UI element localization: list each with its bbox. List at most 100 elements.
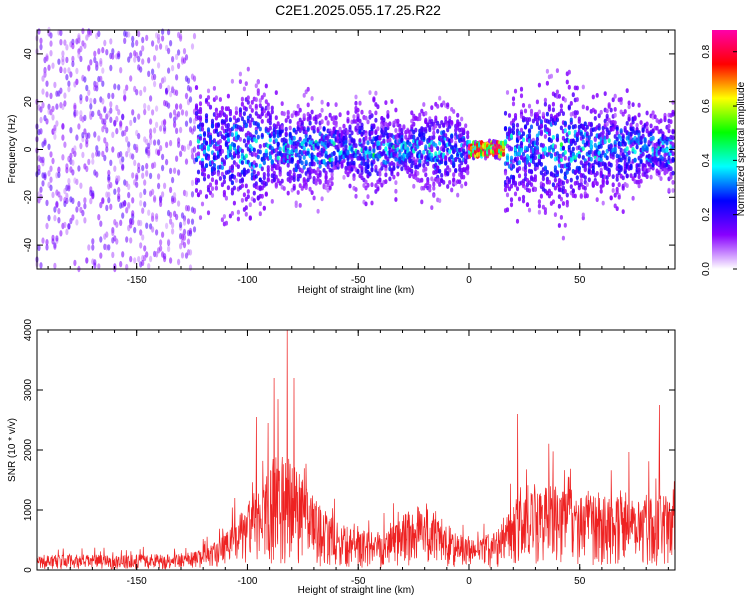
spectrogram-cell — [131, 210, 135, 217]
spectrogram-cell — [539, 162, 544, 167]
spectrogram-cell — [625, 173, 629, 179]
spectrogram-cell — [434, 143, 438, 148]
spectrogram-cell — [503, 125, 508, 131]
spectrogram-cell — [442, 147, 446, 153]
spectrogram-cell — [613, 192, 617, 198]
spectrogram-cell — [202, 132, 207, 138]
spectrogram-cell — [561, 201, 566, 206]
spectrogram-cell — [264, 192, 268, 197]
spectrogram-cell — [454, 168, 458, 173]
spectrogram-cell — [63, 39, 67, 46]
spectrogram-cell — [240, 127, 244, 132]
spectrogram-cell — [346, 130, 350, 135]
spectrogram-cell — [236, 117, 240, 123]
spectrogram-cell — [258, 98, 262, 103]
spectrogram-cell — [244, 106, 248, 112]
spectrogram-cell — [200, 122, 205, 128]
spectrogram-cell — [276, 141, 280, 147]
spectrogram-cell — [177, 111, 181, 118]
spectrogram-cell — [565, 79, 569, 85]
spectrogram-cell — [169, 139, 173, 147]
spectrogram-cell — [603, 91, 607, 96]
spectrogram-cell — [188, 117, 193, 124]
spectrogram-cell — [268, 120, 272, 126]
spectrogram-cell — [143, 188, 147, 195]
spectrogram-cell — [95, 145, 99, 152]
spectrogram-cell — [641, 127, 645, 133]
spectrogram-cell — [284, 126, 288, 132]
spectrogram-cell — [300, 120, 304, 126]
spectrogram-cell — [266, 165, 270, 170]
spectrogram-cell — [505, 90, 510, 95]
spectrogram-cell — [509, 197, 514, 203]
spectrogram-cell — [432, 130, 436, 136]
spectrogram-cell — [302, 145, 306, 151]
spectrogram-cell — [362, 140, 366, 145]
spectrogram-cell — [633, 149, 637, 155]
spectrogram-cell — [206, 127, 211, 133]
spectrogram-cell — [454, 143, 458, 149]
spectrogram-cell — [69, 127, 73, 134]
spectrogram-cell — [77, 200, 81, 208]
spectrogram-cell — [410, 152, 414, 158]
colorbar-ticks: 0.0 0.2 0.4 0.6 0.8 — [701, 44, 737, 276]
spectrogram-cell — [218, 144, 222, 150]
spectrogram-cell — [65, 163, 69, 170]
spectrogram-cell — [182, 145, 187, 152]
spectrogram-cell — [458, 163, 462, 169]
spectrogram-cell — [270, 109, 274, 115]
spectrogram-cell — [585, 124, 589, 130]
spectrogram-cell — [304, 133, 308, 139]
spectrogram-cell — [569, 101, 573, 106]
spectrogram-cell — [180, 109, 185, 116]
spectrogram-cell — [374, 129, 378, 135]
spectrogram-cell — [139, 50, 143, 57]
spectrogram-cell — [177, 169, 181, 176]
spectrogram-cell — [47, 170, 51, 177]
spectrogram-cell — [266, 105, 270, 111]
spectrogram-cell — [244, 123, 248, 129]
spectrogram-cell — [543, 146, 548, 152]
spectrogram-cell — [45, 244, 49, 251]
spectrogram-cell — [426, 122, 430, 127]
spectrogram-cell — [95, 171, 99, 178]
spectrogram-cell — [314, 119, 318, 125]
spectrogram-cell — [262, 108, 266, 114]
spectrogram-cell — [533, 177, 538, 183]
spectrogram-cell — [179, 150, 183, 157]
spectrogram-cell — [667, 155, 671, 161]
spectrogram-cell — [521, 194, 526, 200]
spectrogram-cell — [318, 170, 322, 176]
spectrogram-cell — [611, 174, 615, 180]
spectrogram-cell — [555, 89, 560, 95]
spectrogram-cell — [519, 140, 524, 146]
spectrogram-cell — [669, 119, 673, 125]
spectrogram-cell — [57, 191, 61, 198]
spectrogram-cell — [364, 146, 368, 151]
spectrogram-cell — [651, 135, 655, 141]
spectrogram-cell — [601, 200, 605, 206]
spectrogram-cell — [563, 97, 567, 103]
spectrogram-cell — [238, 79, 242, 84]
spectrogram-cell — [312, 128, 316, 134]
spectrogram-cell — [67, 85, 71, 93]
spectrogram-cell — [342, 123, 346, 129]
spectrogram-cell — [394, 197, 398, 202]
spectrogram-cell — [238, 137, 242, 142]
spectrogram-cell — [302, 93, 306, 98]
spectrogram-cell — [53, 206, 57, 213]
spectrogram-cell — [175, 53, 179, 60]
spectrogram-cell — [192, 75, 197, 82]
spectrogram-cell — [603, 139, 607, 145]
spectrogram-cell — [65, 44, 69, 51]
spectrogram-cell — [99, 252, 103, 259]
spectrogram-cell — [228, 152, 232, 158]
spectrogram-cell — [230, 132, 234, 138]
spectrogram-cell — [83, 197, 87, 204]
spectrogram-cell — [635, 122, 639, 128]
spectrogram-cell — [589, 143, 593, 149]
spectrogram-cell — [45, 239, 49, 246]
spectrogram-cell — [109, 181, 113, 189]
spectrogram-cell — [517, 130, 522, 136]
spectrogram-cell — [101, 98, 105, 105]
